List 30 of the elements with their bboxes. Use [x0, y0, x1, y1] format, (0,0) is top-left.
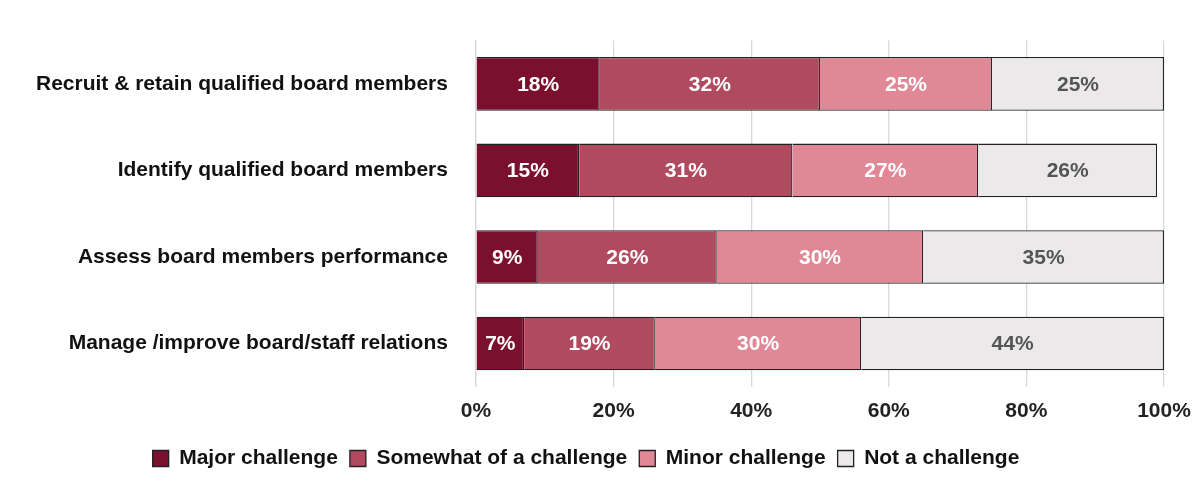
data-label: 25%	[1056, 71, 1100, 95]
legend-label: Minor challenge	[665, 445, 826, 469]
legend-label: Not a challenge	[864, 445, 1020, 469]
data-label: 9%	[492, 244, 523, 268]
legend-label: Somewhat of a challenge	[376, 445, 628, 469]
data-label: 26%	[606, 244, 649, 268]
data-label: 18%	[517, 71, 560, 95]
x-tick-label: 0%	[460, 398, 492, 422]
y-tick-label: Manage /improve board/staff relations	[68, 330, 448, 354]
x-tick-label: 40%	[730, 398, 773, 422]
data-label: 26%	[1046, 158, 1090, 182]
y-tick-label: Recruit & retain qualified board members	[35, 70, 448, 94]
data-label: 7%	[485, 331, 516, 355]
data-label: 35%	[1022, 244, 1065, 268]
x-tick-label: 20%	[592, 398, 635, 422]
data-label: 44%	[991, 331, 1034, 355]
data-label: 25%	[884, 71, 928, 95]
data-label: 19%	[568, 331, 611, 355]
data-label: 32%	[688, 71, 732, 95]
x-tick-label: 80%	[1005, 398, 1048, 422]
data-label: 30%	[798, 244, 842, 268]
data-label: 31%	[664, 158, 708, 182]
legend-label: Major challenge	[179, 445, 338, 469]
y-tick-label: Identify qualified board members	[117, 157, 448, 181]
x-tick-label: 100%	[1137, 398, 1192, 422]
x-tick-label: 60%	[867, 398, 911, 422]
y-tick-label: Assess board members performance	[77, 243, 448, 267]
data-label: 15%	[506, 158, 550, 182]
data-label: 27%	[864, 158, 907, 182]
data-label: 30%	[737, 331, 780, 355]
